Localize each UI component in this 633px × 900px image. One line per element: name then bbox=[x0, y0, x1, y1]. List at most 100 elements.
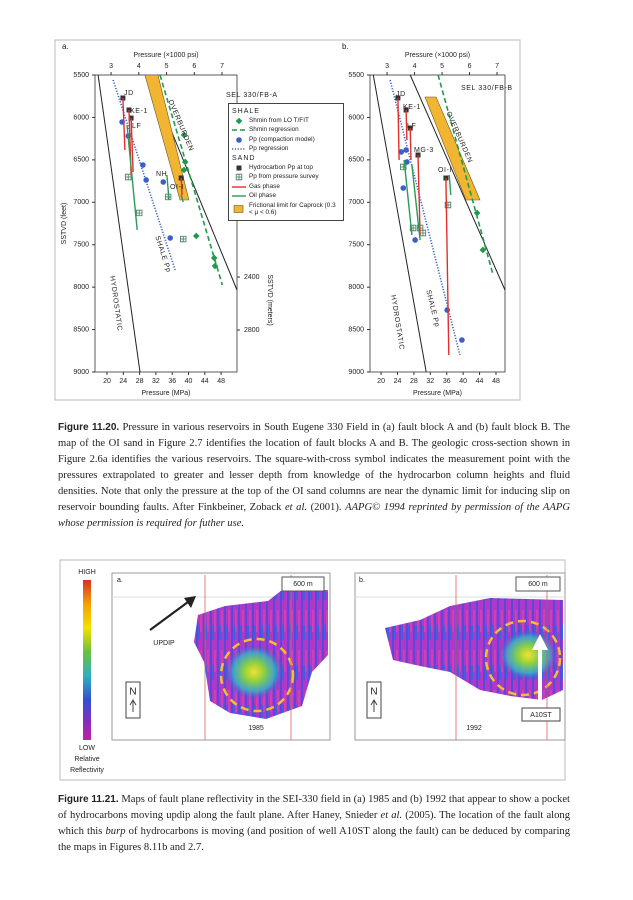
annotation: MG-3 bbox=[414, 147, 434, 154]
x-axis-label: Pressure (MPa) bbox=[141, 390, 190, 397]
data-point bbox=[180, 166, 188, 174]
series-line bbox=[397, 97, 450, 356]
north-label: N bbox=[370, 687, 377, 698]
boundary-line bbox=[97, 74, 141, 373]
annotation: LF bbox=[407, 123, 416, 130]
x2-tick-label: 3 bbox=[109, 63, 113, 70]
data-point bbox=[412, 237, 418, 243]
y-tick-label: 6500 bbox=[73, 157, 89, 164]
legend-entry: Pp (compaction model) bbox=[232, 136, 340, 144]
x2-axis-label: Pressure (×1000 psi) bbox=[133, 52, 198, 59]
data-point bbox=[235, 173, 243, 181]
data-point bbox=[236, 165, 242, 170]
x-tick-label: 48 bbox=[217, 378, 225, 385]
series-line bbox=[437, 74, 494, 276]
caption-text: Maps of fault plane reflectivity in the … bbox=[58, 794, 570, 821]
year-label: 1992 bbox=[466, 725, 482, 732]
legend-group-title: SHALE bbox=[232, 108, 260, 115]
frictional-limit bbox=[144, 74, 190, 201]
y-tick-label: 5500 bbox=[348, 72, 364, 79]
caption-text: burp bbox=[105, 826, 126, 837]
x2-axis-label: Pressure (×1000 psi) bbox=[405, 52, 470, 59]
legend-swatch bbox=[232, 129, 246, 131]
legend-label: Frictional limit for Caprock (0.3 < μ < … bbox=[249, 201, 336, 217]
x2-tick-label: 5 bbox=[165, 63, 169, 70]
annotation: HYDROSTATIC bbox=[108, 276, 123, 332]
x-tick-label: 40 bbox=[459, 378, 467, 385]
annotation: KE-1 bbox=[130, 108, 148, 115]
data-point bbox=[395, 95, 401, 101]
legend-entry: Frictional limit for Caprock (0.3 < μ < … bbox=[232, 202, 340, 217]
data-point bbox=[180, 131, 188, 139]
x-axis-label: Pressure (MPa) bbox=[413, 390, 462, 397]
annotation: KE-1 bbox=[403, 104, 421, 111]
x-tick-label: 44 bbox=[201, 378, 209, 385]
x2-tick-label: 4 bbox=[413, 63, 417, 70]
x-tick-label: 32 bbox=[426, 378, 434, 385]
caption-text: et al. bbox=[380, 810, 403, 821]
data-point bbox=[398, 149, 404, 155]
colorbar-high: HIGH bbox=[78, 569, 96, 576]
data-point bbox=[120, 95, 126, 101]
series-line bbox=[126, 124, 184, 231]
x-tick-label: 20 bbox=[103, 378, 111, 385]
y-tick-label: 8500 bbox=[73, 326, 89, 333]
scale-label: 600 m bbox=[528, 581, 548, 588]
data-point bbox=[473, 209, 481, 217]
legend-entry: Shmin from LO T/FIT bbox=[232, 117, 340, 125]
caption-text: of hydrocarbons is moving (and position … bbox=[58, 826, 570, 853]
legend-group-title: SAND bbox=[232, 155, 256, 162]
series-line bbox=[403, 159, 452, 241]
y-tick-label: 5500 bbox=[73, 72, 89, 79]
series-line bbox=[122, 97, 183, 196]
legend-swatch bbox=[233, 205, 244, 213]
annotation: SEL 330/FB-B bbox=[461, 85, 513, 92]
legend-label: Hydrocarbon Pp at top bbox=[249, 163, 313, 171]
colorbar bbox=[83, 580, 91, 740]
well-label: A10ST bbox=[530, 712, 552, 719]
legend-label: Pp from pressure survey bbox=[249, 173, 319, 181]
data-point bbox=[125, 173, 132, 181]
y-tick-label: 9000 bbox=[73, 369, 89, 376]
y2-tick-label: 2800 bbox=[244, 327, 260, 334]
annotation: NH bbox=[156, 171, 167, 178]
x-tick-label: 44 bbox=[476, 378, 484, 385]
caption-text: Pressure in various reservoirs in South … bbox=[58, 422, 570, 513]
x-tick-label: 20 bbox=[377, 378, 385, 385]
data-point bbox=[136, 209, 143, 217]
annotation: JD bbox=[396, 91, 406, 98]
caption-text: (2001). bbox=[307, 502, 346, 513]
data-point bbox=[404, 159, 410, 165]
caption-text: et al. bbox=[284, 502, 308, 513]
data-point bbox=[143, 177, 149, 183]
scale-label: 600 m bbox=[293, 581, 313, 588]
swatch bbox=[233, 205, 244, 213]
colorbar-label: Relative bbox=[74, 756, 99, 763]
annotation: OI-I bbox=[170, 184, 184, 191]
caption-text: (2005). The location of the fault along … bbox=[58, 810, 570, 837]
legend-swatch bbox=[235, 117, 243, 124]
legend-label: Shmin regression bbox=[249, 126, 299, 134]
annotation: SHALE Pp bbox=[153, 235, 171, 274]
data-point bbox=[235, 117, 243, 124]
x-tick-label: 28 bbox=[410, 378, 418, 385]
colorbar-low: LOW bbox=[79, 745, 95, 752]
y-tick-label: 8500 bbox=[348, 326, 364, 333]
map-panel: a. 600 m UPDIP N 1985 bbox=[111, 572, 331, 741]
x-tick-label: 24 bbox=[119, 378, 127, 385]
legend-swatch bbox=[232, 148, 246, 150]
x-tick-label: 24 bbox=[394, 378, 402, 385]
data-point bbox=[210, 254, 218, 262]
colorbar-label: Reflectivity bbox=[70, 767, 104, 774]
legend-entry: Pp from pressure survey bbox=[232, 173, 340, 181]
year-label: 1985 bbox=[248, 725, 264, 732]
x2-tick-label: 4 bbox=[137, 63, 141, 70]
x2-tick-label: 6 bbox=[468, 63, 472, 70]
annotation: LF bbox=[132, 123, 141, 130]
y-tick-label: 7000 bbox=[348, 199, 364, 206]
x2-tick-label: 7 bbox=[495, 63, 499, 70]
y-tick-label: 7500 bbox=[348, 242, 364, 249]
y-tick-label: 8000 bbox=[73, 284, 89, 291]
